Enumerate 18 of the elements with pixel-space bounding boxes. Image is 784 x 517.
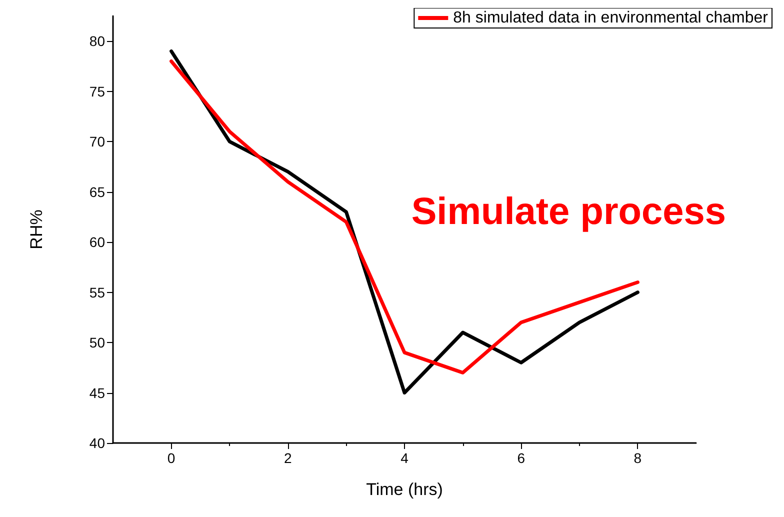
x-axis-title: Time (hrs)	[366, 480, 443, 499]
x-tick-label: 8	[634, 450, 642, 466]
y-tick-label: 80	[89, 33, 106, 50]
x-tick-label: 2	[284, 450, 292, 466]
y-tick-label: 45	[89, 384, 106, 401]
y-tick-label: 75	[89, 83, 106, 100]
annotation: Simulate process	[411, 191, 726, 233]
y-tick-label: 60	[89, 234, 106, 250]
legend-label: 8h simulated data in environmental chamber	[453, 10, 769, 26]
y-tick-label: 65	[89, 184, 106, 200]
y-tick-label: 55	[89, 284, 106, 300]
y-axis-title: RH%	[27, 210, 46, 250]
x-tick-label: 0	[167, 450, 176, 466]
x-tick-label: 4	[400, 450, 409, 466]
y-tick-label: 50	[89, 334, 106, 351]
y-tick-label: 40	[89, 435, 106, 451]
x-tick-label: 6	[517, 450, 526, 466]
y-tick-label: 70	[89, 134, 106, 150]
